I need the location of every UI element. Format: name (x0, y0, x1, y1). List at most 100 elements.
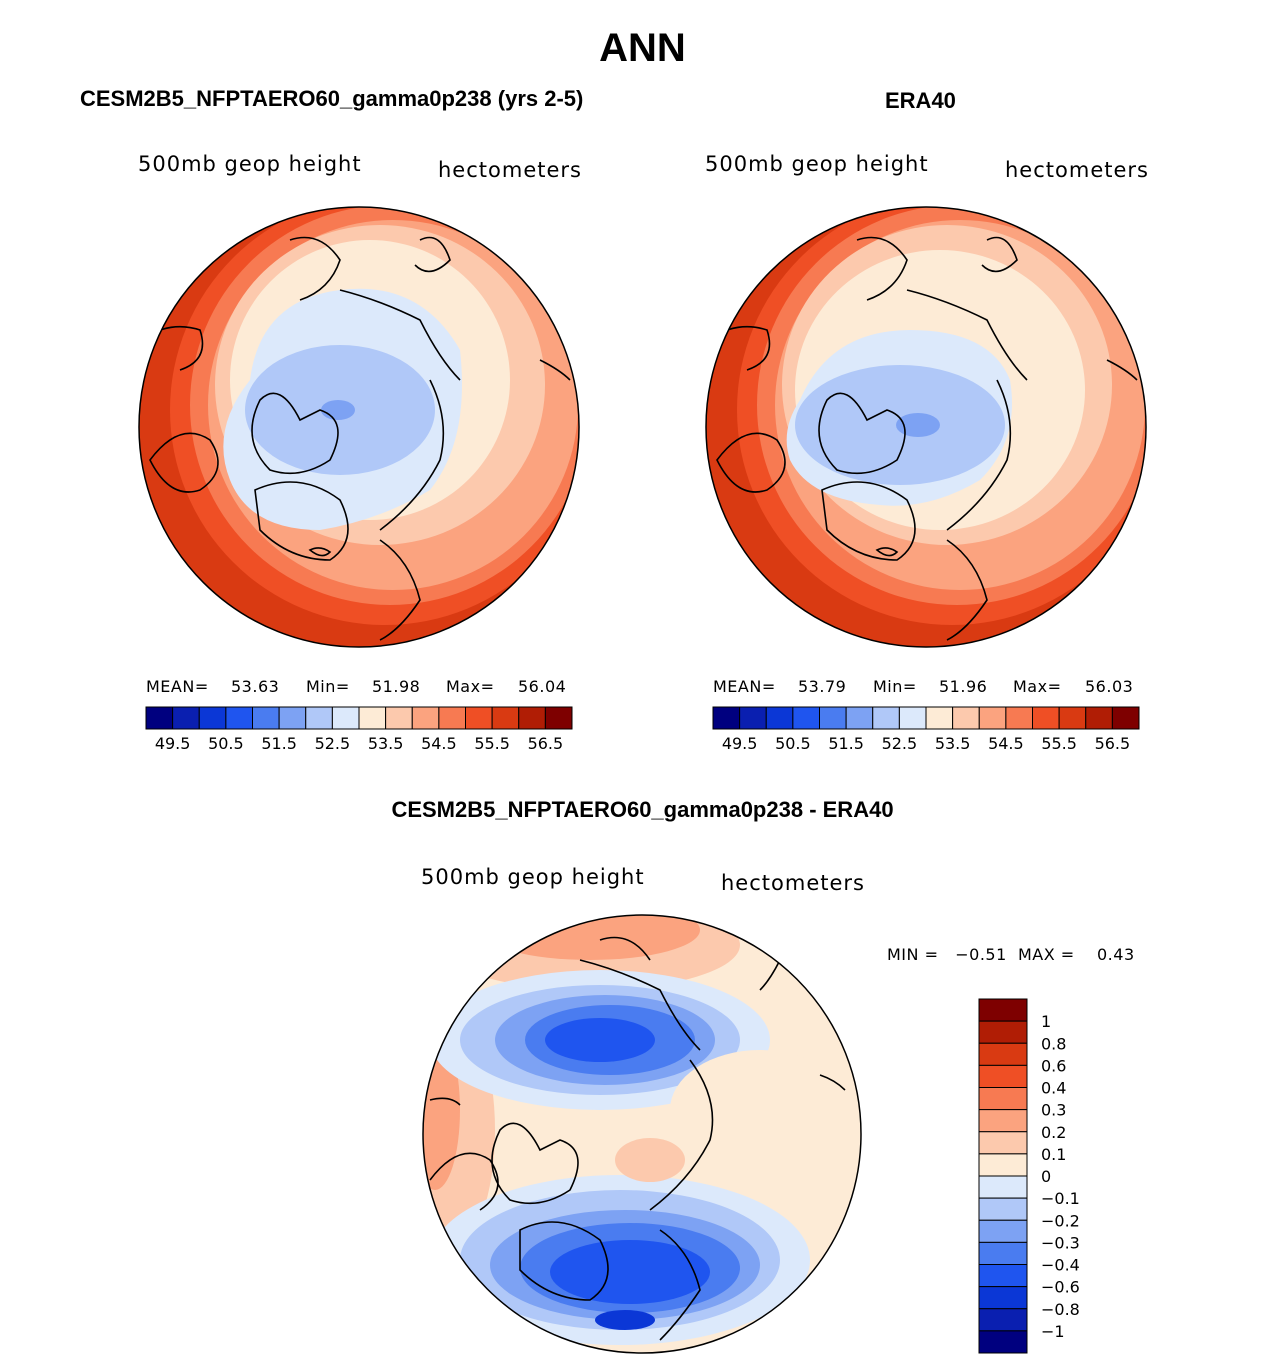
obs-colorbar-tick-label: 56.5 (1095, 734, 1131, 753)
obs-colorbar-swatch (898, 706, 927, 730)
obs-colorbar-swatch (1058, 706, 1087, 730)
model-colorbar-swatch (358, 706, 387, 730)
obs-colorbar-swatch (792, 706, 820, 730)
model-coastlines (139, 236, 571, 641)
diff-colorbar-tick-label: 0.3 (1041, 1101, 1066, 1120)
diff-colorbar-swatch (978, 1286, 1028, 1310)
model-colorbar-tick-label: 56.5 (528, 734, 564, 753)
obs-colorbar-tick-label: 54.5 (988, 734, 1024, 753)
diff-colorbar-swatch (978, 1087, 1028, 1111)
main-title: ANN (599, 26, 686, 70)
model-mean-label: MEAN= (146, 677, 209, 696)
model-colorbar-swatch (225, 706, 253, 730)
diff-colorbar-tick-label: 0.2 (1041, 1123, 1066, 1142)
model-colorbar-swatch (172, 706, 200, 730)
diff-colorbar-tick-label: 1 (1041, 1012, 1051, 1031)
diff-colorbar-swatch (978, 1241, 1028, 1265)
model-colorbar-swatch (385, 706, 413, 730)
obs-colorbar-swatch (1085, 706, 1113, 730)
diff-colorbar-tick-label: −0.2 (1041, 1211, 1080, 1230)
obs-colorbar-tick-label: 53.5 (935, 734, 971, 753)
obs-colorbar-tick-label: 52.5 (882, 734, 918, 753)
obs-colorbar-tick-label: 50.5 (775, 734, 811, 753)
model-max-value: 56.04 (518, 677, 567, 696)
model-colorbar-tick-label: 54.5 (421, 734, 457, 753)
obs-colorbar-swatch (739, 706, 767, 730)
obs-units-label: hectometers (1005, 158, 1149, 182)
obs-colorbar-tick-label: 51.5 (828, 734, 864, 753)
model-colorbar-tick-label: 53.5 (368, 734, 404, 753)
diff-colorbar-tick-label: −0.3 (1041, 1233, 1080, 1252)
model-colorbar-tick-label: 50.5 (208, 734, 244, 753)
obs-variable-label: 500mb geop height (705, 152, 929, 176)
model-colorbar-tick-label: 51.5 (261, 734, 297, 753)
model-polar-map (139, 207, 579, 647)
obs-colorbar-tick-label: 55.5 (1041, 734, 1077, 753)
diff-colorbar-swatch (978, 1264, 1028, 1288)
model-colorbar-tick-label: 49.5 (155, 734, 191, 753)
obs-max-label: Max= (1013, 677, 1062, 696)
obs-colorbar-swatch (712, 706, 741, 730)
diff-colorbar-tick-label: 0 (1041, 1167, 1051, 1186)
diff-colorbar-swatch (978, 1131, 1028, 1155)
obs-coastlines (706, 236, 1138, 641)
obs-max-value: 56.03 (1085, 677, 1134, 696)
model-colorbar-swatch (465, 706, 493, 730)
model-colorbar-swatch (331, 706, 360, 730)
obs-colorbar-swatch (978, 706, 1007, 730)
model-colorbar: 49.5 50.5 51.5 52.5 53.5 54.5 55.5 56.5 (145, 706, 573, 753)
diff-colorbar-tick-label: 0.8 (1041, 1034, 1066, 1053)
diff-colorbar-tick-label: 0.1 (1041, 1145, 1066, 1164)
diff-variable-label: 500mb geop height (421, 865, 645, 889)
diff-colorbar-swatch (978, 1219, 1028, 1243)
diff-minmax-stats: MIN = −0.51 MAX = 0.43 (887, 945, 1135, 964)
obs-colorbar-swatch (1111, 706, 1140, 730)
model-colorbar-swatch (438, 706, 466, 730)
diff-colorbar-tick-label: −0.8 (1041, 1300, 1080, 1319)
obs-colorbar-swatch (1032, 706, 1060, 730)
obs-colorbar: 49.5 50.5 51.5 52.5 53.5 54.5 55.5 56.5 (712, 706, 1140, 753)
model-colorbar-swatch (544, 706, 573, 730)
model-max-label: Max= (446, 677, 495, 696)
obs-mean-label: MEAN= (713, 677, 776, 696)
model-variable-label: 500mb geop height (138, 152, 362, 176)
obs-colorbar-swatch (765, 706, 794, 730)
model-colorbar-swatch (305, 706, 333, 730)
model-colorbar-swatch (411, 706, 440, 730)
obs-colorbar-swatch (819, 706, 847, 730)
diff-colorbar-tick-label: −0.1 (1041, 1189, 1080, 1208)
diff-colorbar-tick-label: 0.4 (1041, 1079, 1066, 1098)
obs-panel-title: ERA40 (885, 88, 956, 113)
model-min-value: 51.98 (372, 677, 421, 696)
obs-colorbar-tick-label: 49.5 (722, 734, 758, 753)
model-units-label: hectometers (438, 158, 582, 182)
obs-min-value: 51.96 (939, 677, 988, 696)
diff-colorbar-tick-label: 0.6 (1041, 1056, 1066, 1075)
diff-colorbar-tick-label: −0.6 (1041, 1278, 1080, 1297)
diff-colorbar-swatch (978, 1042, 1028, 1066)
diff-colorbar-swatch (978, 1330, 1028, 1354)
model-colorbar-swatch (198, 706, 227, 730)
diff-colorbar-tick-label: −1 (1041, 1322, 1065, 1341)
model-colorbar-swatch (145, 706, 174, 730)
diff-colorbar-swatch (978, 1197, 1028, 1221)
diff-colorbar-swatch (978, 1153, 1028, 1177)
difference-polar-map (423, 915, 861, 1353)
diff-colorbar-swatch (978, 1308, 1028, 1332)
obs-mean-value: 53.79 (798, 677, 847, 696)
obs-min-label: Min= (873, 677, 917, 696)
diff-colorbar-swatch (978, 998, 1028, 1022)
diff-colorbar-swatch (978, 1064, 1028, 1088)
model-colorbar-swatch (278, 706, 307, 730)
obs-colorbar-swatch (925, 706, 954, 730)
obs-colorbar-swatch (872, 706, 900, 730)
diff-colorbar-swatch (978, 1020, 1028, 1044)
model-colorbar-tick-label: 55.5 (474, 734, 510, 753)
diff-colorbar-swatch (978, 1175, 1028, 1199)
model-colorbar-swatch (252, 706, 280, 730)
obs-colorbar-swatch (952, 706, 980, 730)
model-colorbar-tick-label: 52.5 (315, 734, 351, 753)
model-colorbar-swatch (518, 706, 546, 730)
diff-units-label: hectometers (721, 871, 865, 895)
